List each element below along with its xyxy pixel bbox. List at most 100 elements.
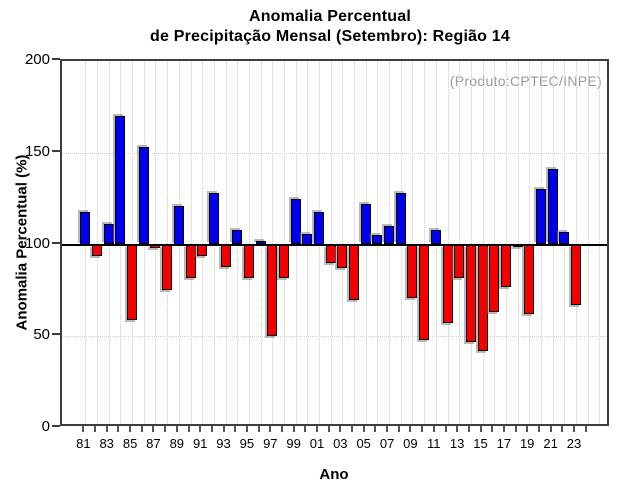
bar-2015	[477, 244, 488, 351]
bar-1984	[115, 116, 126, 245]
vertical-gridline	[167, 61, 169, 424]
x-axis-tick-label: 13	[449, 436, 465, 451]
bar-1986	[138, 147, 149, 245]
x-axis-tick-label: 85	[122, 436, 138, 451]
bar-2012	[442, 244, 453, 324]
bar-2001	[314, 211, 324, 245]
x-axis-tick	[129, 426, 132, 432]
x-axis-tick-label: 97	[263, 436, 278, 451]
x-axis-tick	[280, 426, 283, 432]
x-axis-tick	[444, 426, 447, 432]
bar-1983	[103, 224, 114, 245]
vertical-gridline	[447, 61, 449, 424]
bar-2023	[571, 244, 581, 306]
x-axis-tick	[491, 426, 494, 432]
bar-1995	[243, 244, 254, 278]
x-axis-tick-label: 03	[333, 436, 348, 451]
y-axis-tick	[52, 149, 60, 152]
bar-2011	[430, 229, 441, 245]
x-axis-tick-label: 19	[519, 436, 535, 451]
bar-2021	[547, 169, 558, 245]
x-axis-tick-label: 99	[286, 436, 301, 451]
vertical-gridline	[342, 61, 344, 424]
x-axis-tick-label: 17	[496, 436, 512, 451]
bar-1991	[197, 244, 208, 256]
bar-2005	[360, 204, 371, 245]
y-axis-tick-label: 200	[24, 51, 50, 68]
x-axis-tick	[362, 426, 365, 432]
x-axis-tick	[82, 426, 85, 432]
horizontal-gridline	[62, 336, 607, 338]
vertical-gridline	[155, 61, 157, 424]
x-axis-tick	[409, 426, 412, 432]
x-axis-tick	[456, 426, 459, 432]
x-axis-tick	[292, 426, 295, 432]
vertical-gridline	[225, 61, 227, 424]
x-axis-tick	[94, 426, 96, 432]
bar-2013	[454, 244, 465, 278]
bar-2007	[384, 226, 395, 245]
x-axis-tick	[199, 426, 202, 432]
x-axis-tick	[210, 426, 213, 432]
bar-1997	[267, 244, 278, 337]
bar-1998	[278, 244, 289, 278]
x-axis-tick	[175, 426, 178, 432]
y-axis-tick	[52, 333, 60, 336]
bar-2016	[489, 244, 500, 313]
x-axis-tick	[327, 426, 330, 432]
vertical-gridline	[248, 61, 250, 424]
vertical-gridline	[424, 61, 426, 424]
bar-2014	[465, 244, 476, 342]
chart-title-line1: Anomalia Percentual	[248, 8, 412, 25]
vertical-gridline	[283, 61, 285, 424]
bar-2018	[512, 244, 523, 247]
x-axis-tick-label: 95	[239, 436, 255, 451]
x-axis-tick	[117, 426, 120, 432]
x-axis-tick	[316, 426, 318, 432]
x-axis-tick-label: 87	[146, 436, 161, 451]
x-axis-tick-label: 11	[427, 436, 441, 451]
bar-2004	[349, 244, 359, 300]
x-axis-tick	[467, 426, 470, 432]
vertical-gridline	[459, 61, 461, 424]
chart-title-line2: de Precipitação Mensal (Setembro): Regiã…	[149, 28, 511, 45]
source-annotation: (Produto:CPTEC/INPE)	[449, 73, 602, 89]
x-axis-tick	[304, 426, 307, 432]
x-axis-tick	[257, 426, 260, 432]
x-axis-tick-label: 91	[192, 436, 208, 451]
vertical-gridline	[587, 61, 589, 424]
vertical-gridline	[470, 61, 472, 424]
bar-1994	[232, 229, 243, 245]
bar-2003	[337, 244, 348, 269]
x-axis-tick	[105, 426, 108, 432]
x-axis-tick-label: 09	[403, 436, 418, 451]
horizontal-gridline	[62, 152, 607, 154]
bar-1996	[255, 240, 266, 245]
vertical-gridline	[272, 61, 274, 424]
bar-2019	[524, 244, 535, 315]
bar-1982	[92, 244, 102, 256]
x-axis-tick-label: 15	[473, 436, 488, 451]
x-axis-tick	[584, 426, 587, 432]
x-axis-tick	[537, 426, 540, 432]
bar-1988	[162, 244, 173, 291]
vertical-gridline	[330, 61, 332, 424]
y-axis-tick	[52, 241, 60, 244]
bar-2017	[500, 244, 511, 287]
x-axis-tick-label: 01	[309, 436, 325, 451]
vertical-gridline	[354, 61, 355, 424]
vertical-gridline	[494, 61, 496, 424]
bar-1989	[173, 206, 184, 245]
chart-title: Anomalia Percentual de Precipitação Mens…	[0, 7, 640, 47]
x-axis-tick	[421, 426, 424, 432]
x-axis-tick	[561, 426, 564, 432]
vertical-gridline	[599, 61, 601, 424]
x-axis-tick	[164, 426, 167, 432]
y-axis-tick	[52, 425, 60, 427]
x-axis-tick	[245, 426, 248, 432]
x-axis-tick-label: 23	[566, 436, 582, 451]
x-axis-tick	[222, 426, 225, 432]
bar-1999	[290, 198, 301, 245]
bar-2000	[302, 233, 313, 245]
vertical-gridline	[132, 61, 134, 424]
